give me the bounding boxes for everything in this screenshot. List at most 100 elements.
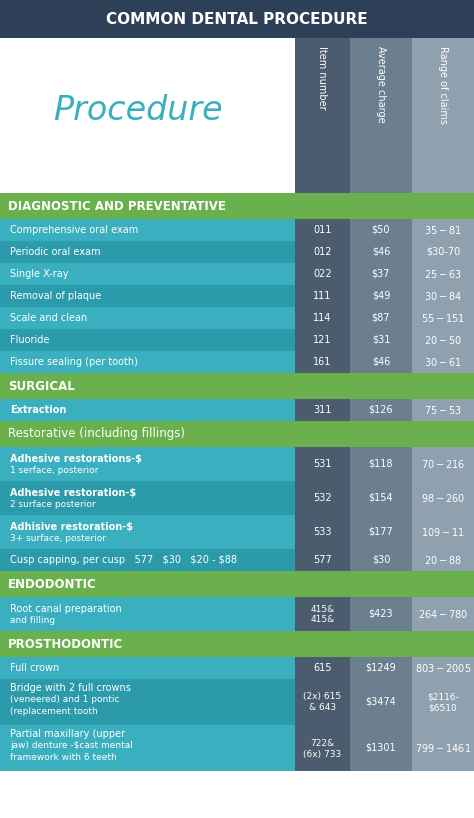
Text: Procedure: Procedure (53, 94, 222, 127)
Bar (350, 481, 412, 515)
Bar (412, 399, 474, 421)
Bar (295, 329, 350, 351)
Text: $126: $126 (369, 405, 393, 415)
Text: 1 serface, posterior: 1 serface, posterior (10, 466, 99, 475)
Text: (6x) 733: (6x) 733 (303, 749, 342, 758)
Text: and filling: and filling (10, 616, 55, 625)
Text: 121: 121 (313, 335, 332, 345)
Text: 011: 011 (313, 225, 332, 235)
Bar (412, 447, 474, 481)
Text: Item number: Item number (318, 46, 328, 110)
Text: $31: $31 (372, 335, 390, 345)
Bar (295, 219, 350, 241)
Bar (0, 657, 295, 679)
Bar (0, 481, 295, 515)
Bar (0, 193, 474, 219)
Bar (350, 549, 412, 571)
Bar (412, 725, 474, 771)
Text: 3+ surface, posterior: 3+ surface, posterior (10, 534, 106, 543)
Bar (350, 307, 412, 329)
Bar (295, 307, 350, 329)
Text: $20-$88: $20-$88 (424, 554, 462, 566)
Text: 114: 114 (313, 313, 332, 323)
Text: $264-$780: $264-$780 (418, 608, 468, 620)
Text: $177: $177 (369, 527, 393, 537)
Text: $20-$50: $20-$50 (424, 334, 462, 346)
Bar (295, 515, 350, 549)
Bar (0, 597, 295, 631)
Bar (0, 285, 295, 307)
Bar (412, 351, 474, 373)
Text: Fluoride: Fluoride (10, 335, 49, 345)
Text: Single X-ray: Single X-ray (10, 269, 69, 279)
Bar (350, 447, 412, 481)
Text: Bridge with 2 full crowns: Bridge with 2 full crowns (10, 683, 131, 693)
Bar (0, 373, 474, 399)
Bar (0, 515, 295, 549)
Bar (350, 597, 412, 631)
Text: Full crown: Full crown (10, 663, 59, 673)
Bar (0, 679, 295, 725)
Text: 533: 533 (313, 527, 332, 537)
Text: ENDODONTIC: ENDODONTIC (8, 578, 97, 591)
Bar (412, 307, 474, 329)
Bar (350, 399, 412, 421)
Bar (0, 0, 474, 38)
Bar (295, 241, 350, 263)
Text: $37: $37 (372, 269, 390, 279)
Text: Adhesive restoration-$: Adhesive restoration-$ (10, 488, 136, 497)
Bar (0, 329, 295, 351)
Text: Scale and clean: Scale and clean (10, 313, 87, 323)
Bar (350, 679, 412, 725)
Bar (0, 351, 295, 373)
Bar (0, 263, 295, 285)
Text: 311: 311 (313, 405, 332, 415)
Bar (412, 549, 474, 571)
Bar (0, 241, 295, 263)
Text: DIAGNOSTIC AND PREVENTATIVE: DIAGNOSTIC AND PREVENTATIVE (8, 200, 226, 213)
Bar (350, 219, 412, 241)
Text: 012: 012 (313, 247, 332, 257)
Text: jaw) denture -$cast mental: jaw) denture -$cast mental (10, 741, 133, 750)
Text: Range of claims: Range of claims (438, 46, 448, 124)
Text: $423: $423 (369, 609, 393, 619)
Text: Partial maxillary (upper: Partial maxillary (upper (10, 729, 125, 739)
Text: & 643: & 643 (309, 703, 336, 712)
Bar (412, 285, 474, 307)
Bar (350, 329, 412, 351)
Bar (0, 549, 295, 571)
Bar (295, 549, 350, 571)
Bar (295, 285, 350, 307)
Bar (350, 515, 412, 549)
Bar (0, 571, 474, 597)
Bar (295, 399, 350, 421)
Text: (veneered) and 1 pontic: (veneered) and 1 pontic (10, 695, 119, 704)
Text: $2116-: $2116- (427, 693, 459, 702)
Bar (295, 725, 350, 771)
Text: $30-$61: $30-$61 (424, 356, 462, 368)
Bar (0, 307, 295, 329)
Bar (295, 447, 350, 481)
Bar (350, 725, 412, 771)
Text: Restorative (including fillings): Restorative (including fillings) (8, 428, 185, 441)
Text: Adhisive restoration-$: Adhisive restoration-$ (10, 522, 133, 532)
Text: $803-$2005: $803-$2005 (415, 662, 471, 674)
Bar (412, 219, 474, 241)
Bar (350, 657, 412, 679)
Text: Removal of plaque: Removal of plaque (10, 291, 101, 301)
Text: COMMON DENTAL PROCEDURE: COMMON DENTAL PROCEDURE (106, 11, 368, 26)
Bar (0, 725, 295, 771)
Text: Adhesive restorations-$: Adhesive restorations-$ (10, 453, 142, 464)
Bar (0, 771, 474, 818)
Text: 615: 615 (313, 663, 332, 673)
Text: 415&: 415& (310, 605, 335, 614)
Text: 722&: 722& (310, 739, 335, 748)
Bar (295, 657, 350, 679)
Text: $6510: $6510 (428, 703, 457, 712)
Text: $30-70: $30-70 (426, 247, 460, 257)
Text: SURGICAL: SURGICAL (8, 380, 75, 393)
Text: $87: $87 (372, 313, 390, 323)
Text: $46: $46 (372, 357, 390, 367)
Bar (295, 481, 350, 515)
Bar (412, 263, 474, 285)
